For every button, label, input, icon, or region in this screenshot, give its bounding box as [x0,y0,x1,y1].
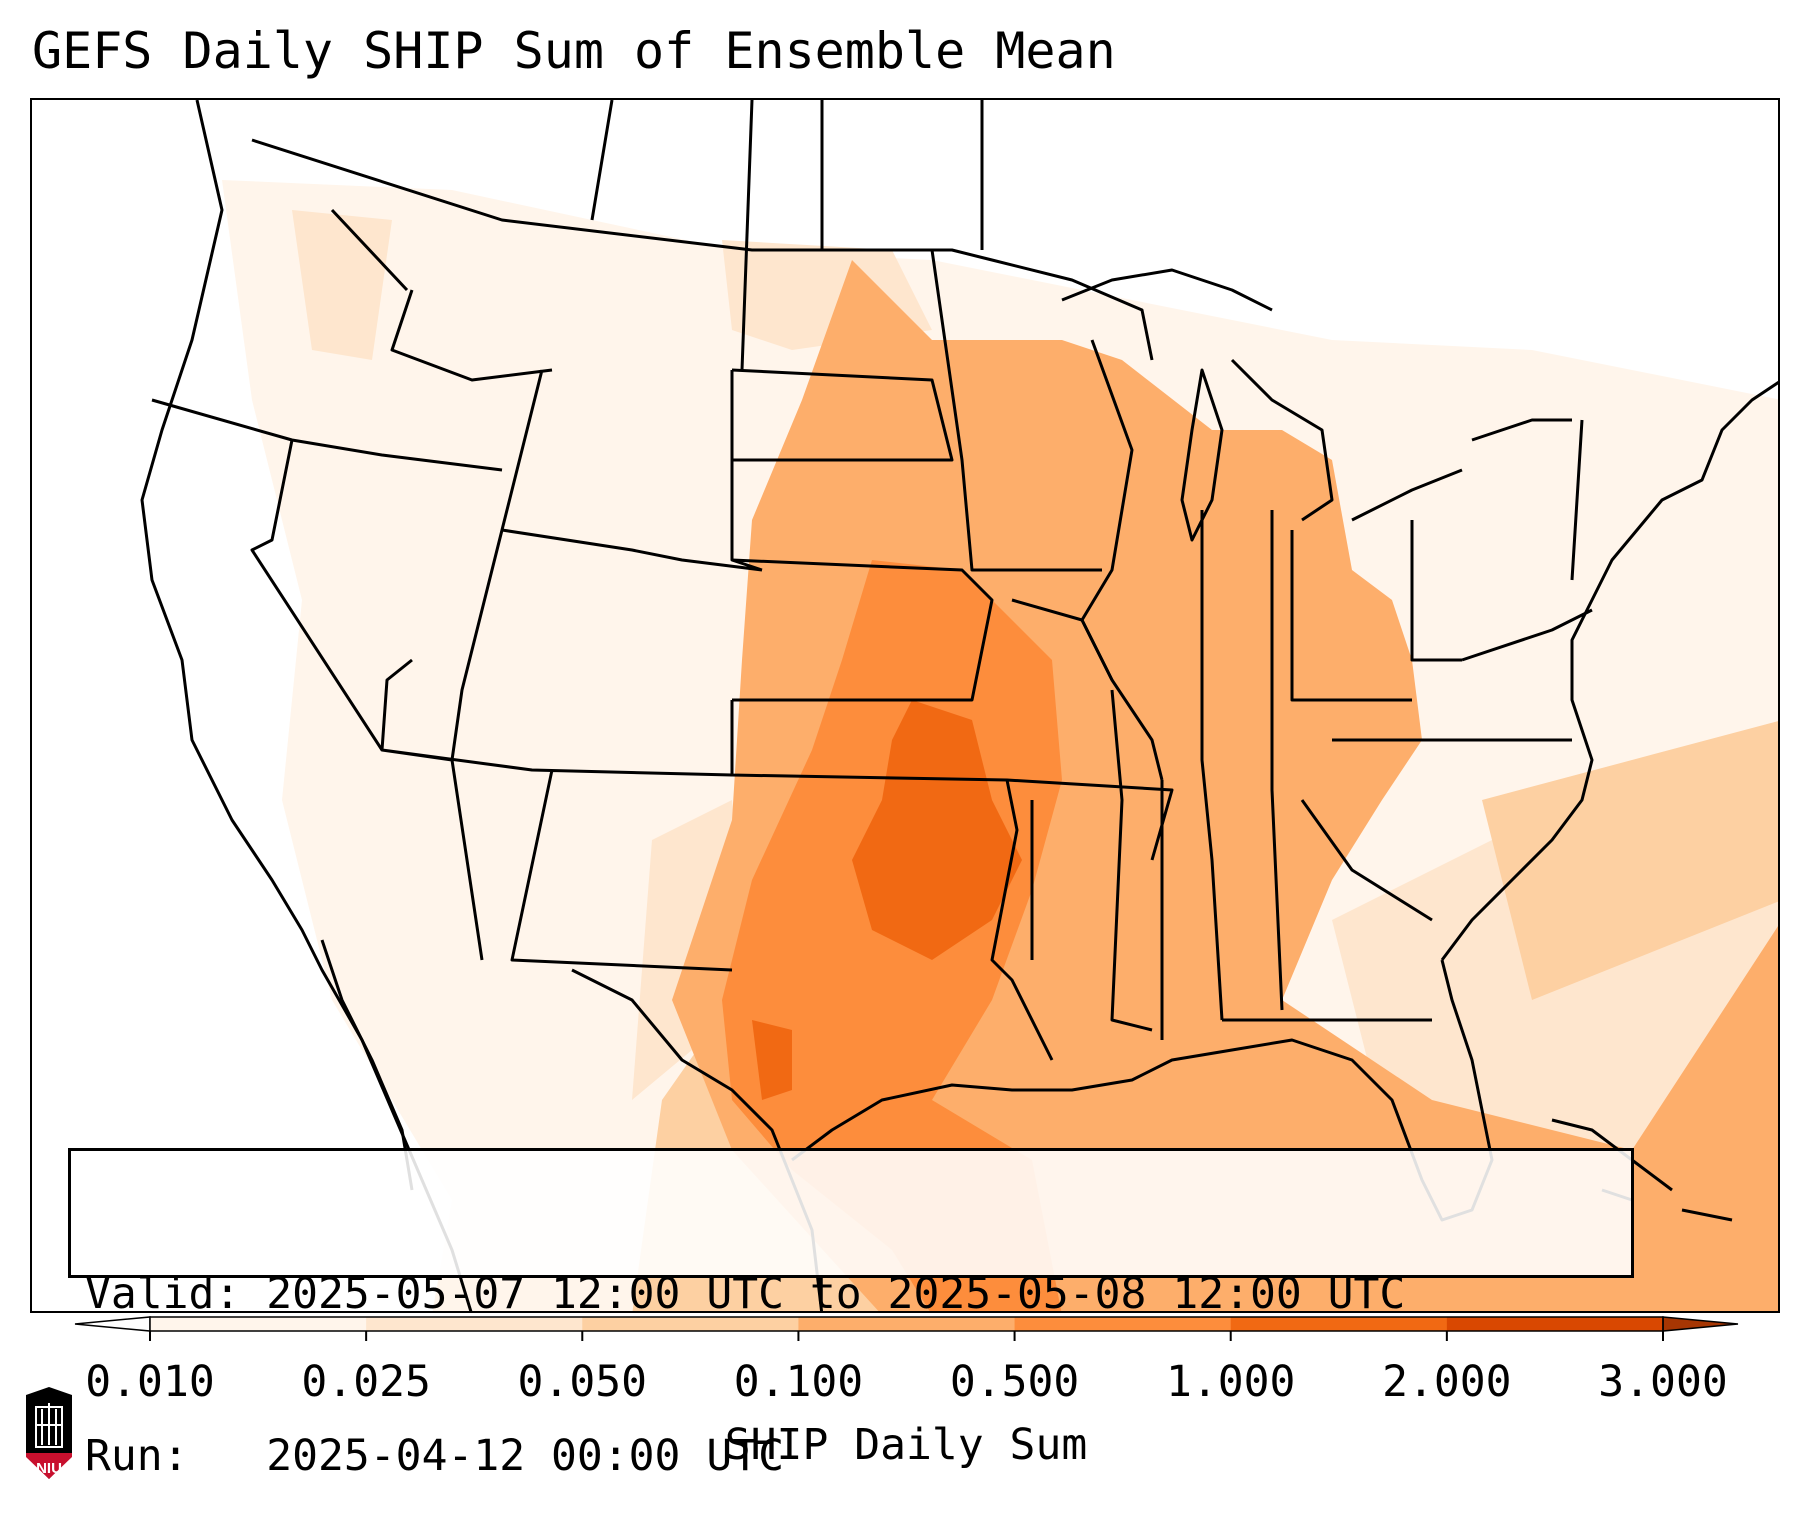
colorbar-over-extension [1662,1316,1739,1332]
colorbar-bin [1230,1317,1448,1331]
colorbar-bin [1014,1317,1232,1331]
ship-field [222,180,1778,1311]
map-panel [30,98,1780,1313]
colorbar-under-extension [74,1316,151,1332]
colorbar-tick-label: 3.000 [1598,1357,1728,1407]
valid-run-info-box: Valid: 2025-05-07 12:00 UTC to 2025-05-0… [68,1148,1634,1481]
colorbar-label: SHIP Daily Sum [724,1420,1088,1470]
ship-map [140,100,1778,1311]
colorbar-bin [150,1317,367,1331]
colorbar-tick-label: 0.500 [949,1357,1080,1407]
colorbar-tick-label: 0.010 [85,1357,215,1407]
niu-logo: NIU [20,1385,78,1481]
colorbar-tick-label: 0.100 [733,1357,864,1407]
east-coast [1440,380,1778,961]
valid-value: 2025-05-07 12:00 UTC to 2025-05-08 12:00… [266,1269,1406,1319]
valid-line: Valid: 2025-05-07 12:00 UTC to 2025-05-0… [85,1267,1617,1321]
great-lakes [1061,268,1572,542]
map-title: GEFS Daily SHIP Sum of Ensemble Mean [32,22,1116,80]
valid-label: Valid: [85,1269,241,1319]
colorbar-tick-label: 2.000 [1382,1357,1512,1407]
colorbar-bin [798,1317,1016,1331]
canada-border [251,138,1154,361]
colorbar-tick-label: 1.000 [1165,1357,1296,1407]
colorbar-outline [149,1316,1664,1332]
niu-logo-icon [26,1387,72,1479]
colorbar-tick-label: 0.025 [301,1357,431,1407]
state-lines-east [1080,339,1593,1022]
colorbar-tick-label: 0.050 [517,1357,648,1407]
niu-logo-text: NIU [36,1460,62,1477]
field-dark-orange [752,700,1022,1100]
colorbar-bin [366,1317,583,1331]
run-line: Run: 2025-04-12 00:00 UTC [85,1429,1617,1483]
colorbar-bin [1446,1317,1664,1331]
colorbar-bin [582,1317,799,1331]
colorbar [74,1316,1739,1341]
run-label: Run: [85,1431,189,1481]
run-value: 2025-04-12 00:00 UTC [266,1431,784,1481]
map-boundaries [140,100,1778,1311]
